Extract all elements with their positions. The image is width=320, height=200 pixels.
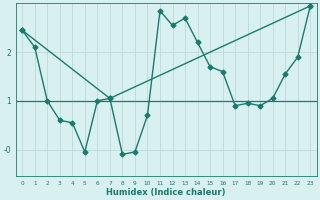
X-axis label: Humidex (Indice chaleur): Humidex (Indice chaleur) [107,188,226,197]
